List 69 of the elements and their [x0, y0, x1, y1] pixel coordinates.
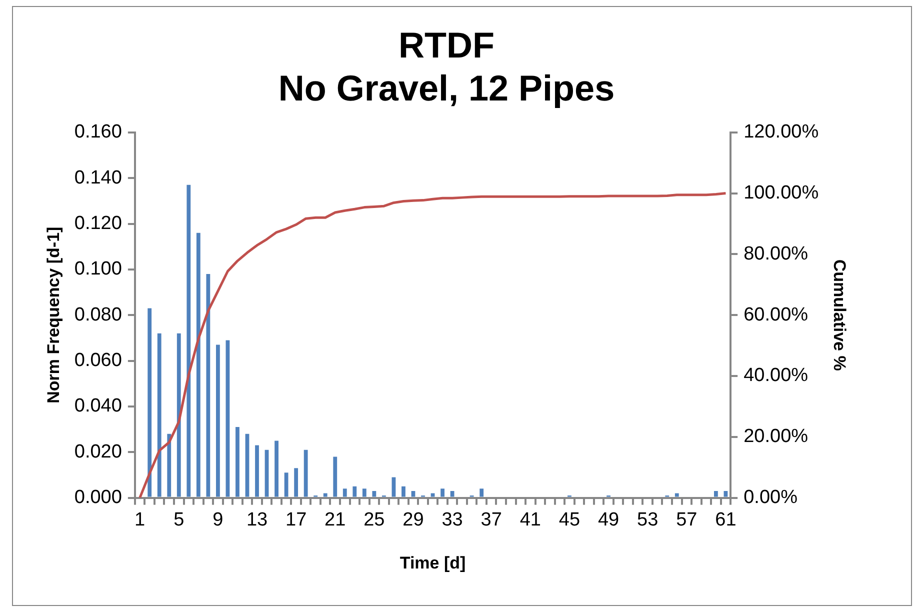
x-tick-label: 9: [212, 509, 224, 530]
x-axis-title: Time [d]: [400, 553, 466, 572]
bar: [392, 477, 396, 497]
bar: [411, 490, 416, 497]
bar: [284, 472, 288, 497]
bar: [440, 488, 444, 497]
bar: [304, 450, 308, 497]
y2-tick-label: 100.00%: [744, 182, 819, 204]
bar: [352, 486, 357, 497]
bar: [167, 434, 172, 497]
bar: [255, 445, 259, 497]
bar: [186, 184, 191, 497]
bar: [342, 488, 347, 497]
x-tick-label: 33: [442, 509, 463, 530]
y-axis-title: Norm Frequency [d-1]: [44, 226, 63, 404]
y2-axis-title: Cumulative %: [830, 259, 850, 371]
bar: [245, 434, 250, 497]
x-tick-label: 29: [402, 509, 424, 530]
x-tick-label: 21: [324, 509, 346, 530]
y-tick-label: 0.040: [74, 396, 122, 417]
y2-tick-label: 20.00%: [744, 426, 808, 448]
bar: [333, 456, 338, 497]
y2-tick-label: 60.00%: [744, 304, 808, 326]
x-tick-label: 13: [246, 509, 268, 530]
x-tick-label: 41: [520, 509, 541, 530]
y-tick-label: 0.160: [74, 122, 122, 143]
bar: [294, 468, 298, 497]
bar: [216, 344, 220, 497]
bar: [430, 493, 435, 497]
bar: [674, 493, 679, 497]
x-tick-label: 5: [174, 509, 184, 530]
y2-tick-label: 80.00%: [744, 243, 808, 264]
x-tick-label: 61: [715, 509, 736, 530]
bar: [206, 274, 210, 497]
bar: [714, 490, 718, 497]
bar: [196, 232, 200, 497]
bar: [480, 488, 484, 497]
bar: [274, 440, 278, 497]
bar: [148, 308, 152, 497]
x-tick-label: 57: [676, 509, 698, 530]
bar: [362, 488, 366, 497]
x-tick-label: 45: [558, 509, 580, 530]
bar: [372, 490, 376, 497]
bar: [236, 427, 240, 497]
bar: [176, 333, 181, 497]
y-tick-label: 0.080: [74, 304, 122, 326]
bar: [450, 490, 454, 497]
bar: [402, 486, 406, 497]
y-tick-label: 0.120: [74, 212, 122, 234]
y2-tick-label: 40.00%: [744, 365, 808, 386]
y-tick-label: 0.060: [74, 350, 122, 372]
bar: [264, 450, 269, 497]
x-tick-label: 53: [637, 509, 658, 530]
x-tick-label: 25: [364, 509, 385, 530]
y-tick-label: 0.140: [74, 167, 122, 188]
bar: [724, 490, 728, 497]
x-tick-label: 17: [285, 509, 307, 530]
bar: [323, 493, 328, 497]
bar: [226, 340, 230, 497]
y2-tick-label: 120.00%: [744, 122, 819, 143]
bar: [157, 333, 162, 497]
x-tick-label: 49: [598, 509, 620, 530]
chart-title: RTDF No Gravel, 12 Pipes: [278, 24, 615, 109]
y-tick-label: 0.020: [74, 441, 122, 462]
y-tick-label: 0.000: [74, 487, 122, 508]
y2-tick-label: 0.00%: [744, 487, 798, 508]
x-tick-label: 1: [134, 509, 146, 530]
y-tick-label: 0.100: [74, 258, 122, 280]
x-tick-label: 37: [480, 509, 502, 530]
